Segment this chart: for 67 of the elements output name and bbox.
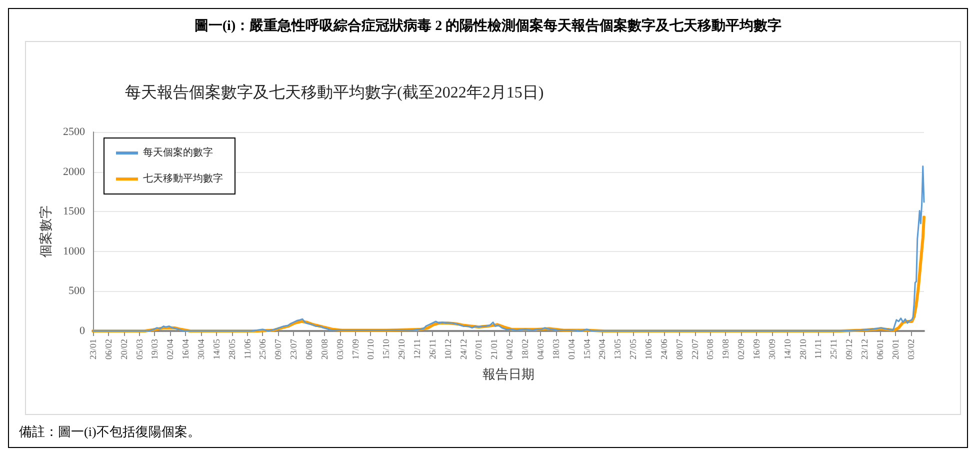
x-tick-label: 06/02 xyxy=(103,339,114,360)
x-tick-label: 04/03 xyxy=(535,338,546,360)
x-tick-label: 22/07 xyxy=(690,338,700,360)
x-tick-label: 15/10 xyxy=(381,338,392,360)
x-tick-label: 10/12 xyxy=(442,339,453,360)
y-tick-label: 1500 xyxy=(63,206,86,218)
y-axis-title: 個案數字 xyxy=(38,206,54,258)
x-tick-label: 29/04 xyxy=(597,338,608,360)
x-tick-label: 04/02 xyxy=(504,339,515,360)
y-tick-label: 2500 xyxy=(63,126,86,138)
x-tick-label: 16/04 xyxy=(180,338,191,360)
x-tick-label: 28/10 xyxy=(798,338,808,360)
x-tick-label: 27/05 xyxy=(628,338,638,360)
x-tick-label: 18/02 xyxy=(520,339,530,360)
x-tick-label: 05/03 xyxy=(134,338,144,360)
x-tick-label: 15/04 xyxy=(582,338,592,360)
y-tick-label: 0 xyxy=(80,325,86,337)
x-tick-label: 02/04 xyxy=(165,338,176,360)
x-tick-label: 08/07 xyxy=(674,338,684,360)
x-tick-label: 20/02 xyxy=(118,339,129,360)
x-tick-label: 09/07 xyxy=(273,338,284,360)
x-tick-label: 17/09 xyxy=(350,338,360,360)
x-tick-label: 19/03 xyxy=(150,338,160,360)
x-tick-label: 01/04 xyxy=(566,338,576,360)
x-tick-label: 16/09 xyxy=(751,338,762,360)
x-tick-label: 21/01 xyxy=(489,339,500,360)
x-tick-label: 06/08 xyxy=(304,338,314,360)
x-tick-label: 12/11 xyxy=(412,339,422,360)
x-tick-label: 19/08 xyxy=(720,338,731,360)
x-tick-label: 30/09 xyxy=(766,338,777,360)
x-tick-label: 23/07 xyxy=(288,338,299,360)
legend-label: 七天移動平均數字 xyxy=(143,172,223,184)
x-tick-label: 24/06 xyxy=(658,338,669,360)
x-axis-title: 報告日期 xyxy=(482,366,534,382)
legend-label: 每天個案的數字 xyxy=(143,146,213,158)
y-tick-label: 500 xyxy=(68,285,86,298)
x-tick-label: 20/08 xyxy=(319,338,330,360)
y-tick-label: 2000 xyxy=(63,166,86,178)
x-tick-label: 20/01 xyxy=(890,339,900,360)
x-tick-label: 18/03 xyxy=(550,338,561,360)
x-tick-label: 26/11 xyxy=(427,339,438,360)
x-tick-label: 11/11 xyxy=(813,339,824,359)
x-tick-label: 30/04 xyxy=(196,338,206,360)
x-tick-label: 23/12 xyxy=(859,339,870,360)
chart-subtitle: 每天報告個案數字及七天移動平均數字(截至2022年2月15日) xyxy=(125,84,544,102)
x-tick-label: 05/08 xyxy=(705,338,716,360)
x-tick-label: 14/05 xyxy=(211,338,222,360)
x-tick-label: 23/01 xyxy=(88,339,98,360)
x-tick-label: 28/05 xyxy=(226,338,237,360)
x-tick-label: 11/06 xyxy=(242,338,252,360)
x-tick-label: 03/09 xyxy=(334,338,345,360)
x-tick-label: 07/01 xyxy=(474,339,484,360)
x-tick-label: 13/05 xyxy=(612,338,623,360)
x-tick-label: 06/01 xyxy=(874,339,885,360)
x-tick-label: 29/10 xyxy=(396,338,407,360)
x-tick-label: 09/12 xyxy=(844,339,854,360)
x-tick-label: 14/10 xyxy=(782,338,792,360)
x-tick-label: 02/09 xyxy=(736,338,746,360)
x-tick-label: 24/12 xyxy=(458,339,468,360)
y-tick-label: 1000 xyxy=(63,245,86,258)
x-tick-label: 01/10 xyxy=(366,338,376,360)
x-tick-label: 25/06 xyxy=(258,338,268,360)
x-tick-label: 25/11 xyxy=(828,339,839,360)
x-tick-label: 10/06 xyxy=(643,338,654,360)
text: 備註：圖一(i)不包括復陽個案。 xyxy=(19,423,200,441)
x-tick-label: 03/02 xyxy=(906,339,916,360)
chart-title: 圖一(i)：嚴重急性呼吸綜合症冠狀病毒 2 的陽性檢測個案每天報告個案數字及七天移動平均數字 xyxy=(193,17,783,35)
